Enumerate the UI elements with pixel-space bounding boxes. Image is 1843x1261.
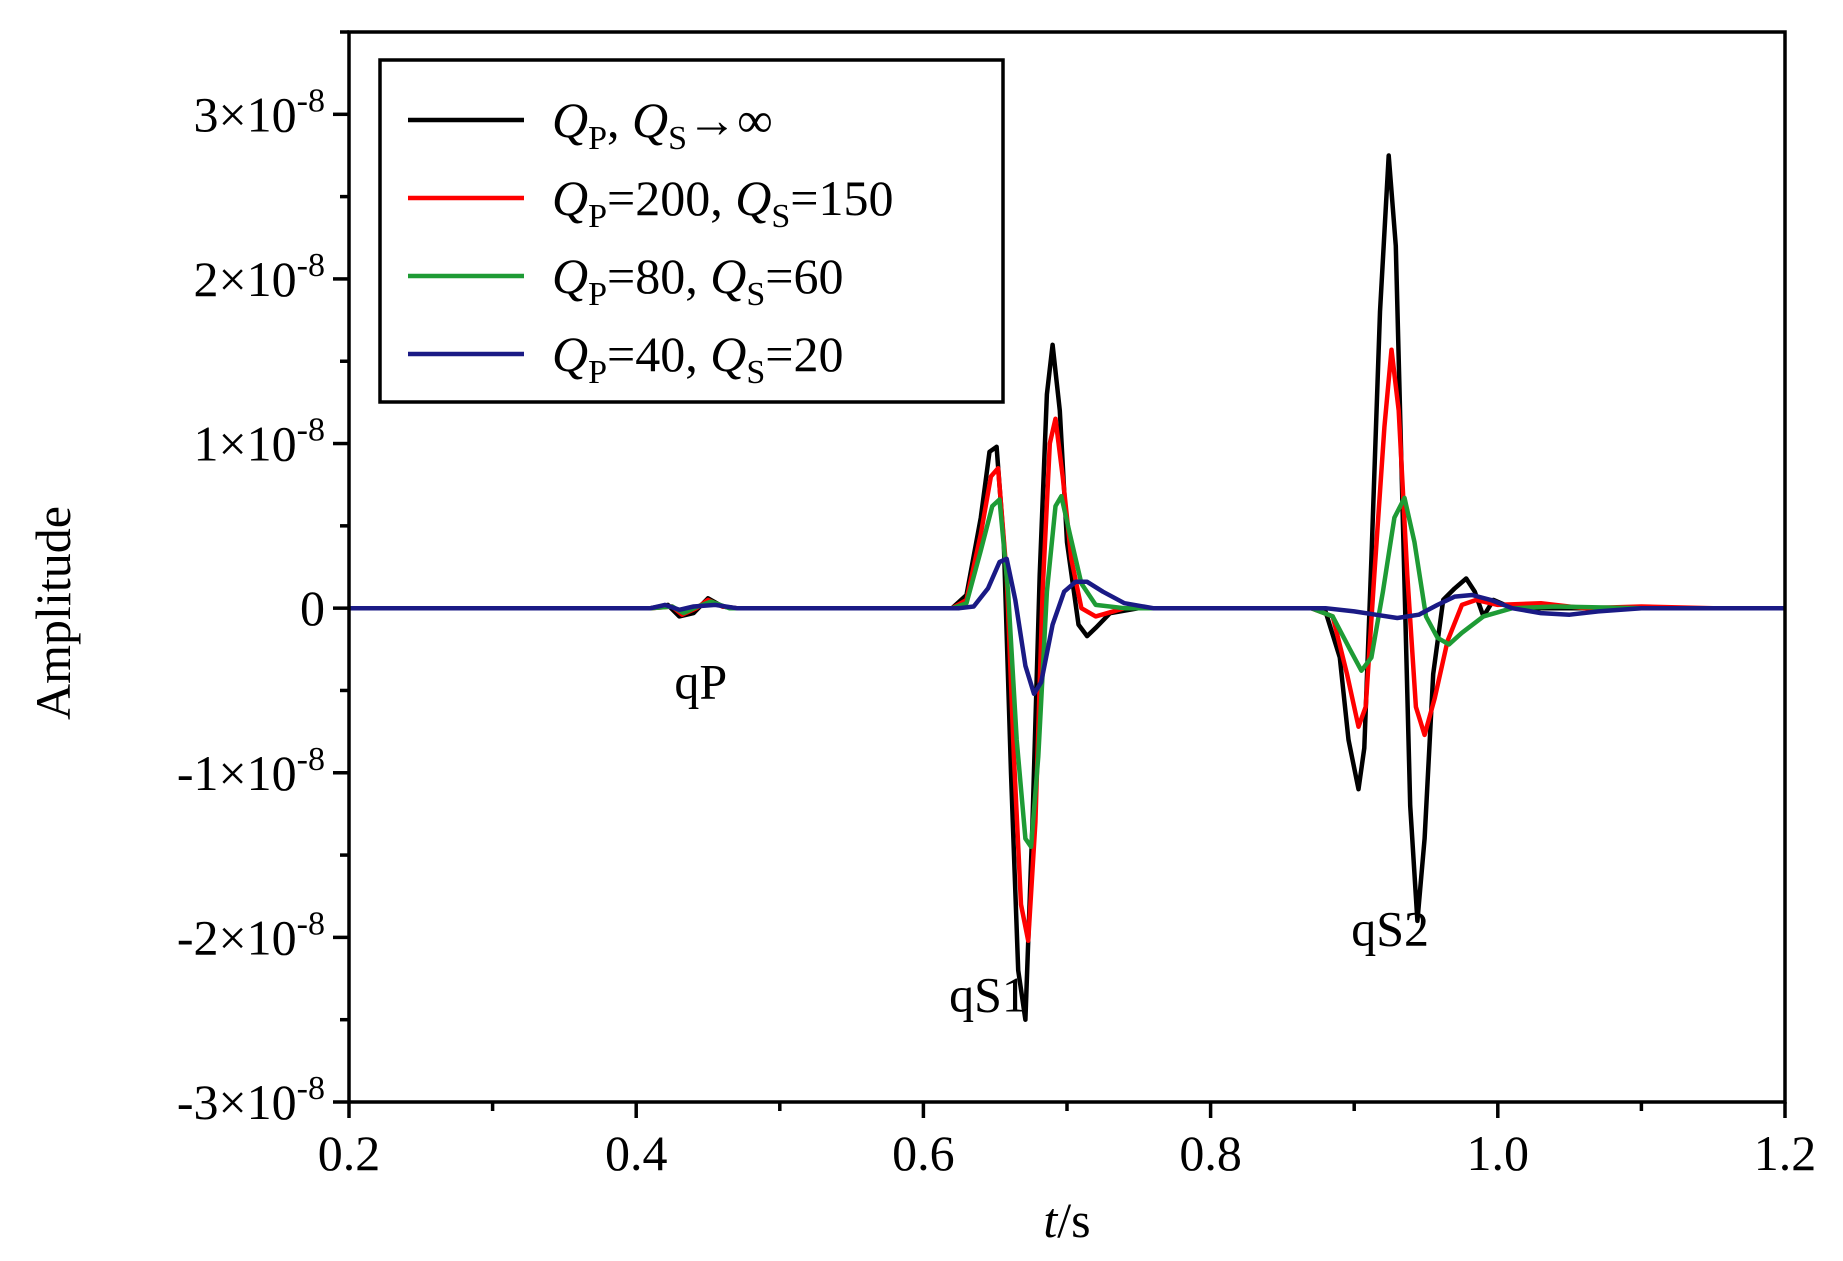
wave-label-qs2: qS2 bbox=[1351, 901, 1429, 957]
x-tick-labels: 0.2 0.4 0.6 0.8 1.0 1.2 bbox=[318, 1125, 1817, 1181]
y-tick-label: -2×10-8 bbox=[177, 905, 325, 965]
y-axis-label: Amplitude bbox=[25, 506, 81, 720]
tick-marks bbox=[333, 30, 1787, 1118]
y-tick-label: -1×10-8 bbox=[177, 741, 325, 801]
series-line-4 bbox=[349, 556, 1785, 697]
legend: QP, QS→∞ QP=200, QS=150 QP=80, QS=60 QP=40,… bbox=[378, 58, 1005, 404]
wave-label-qs1: qS1 bbox=[949, 966, 1027, 1022]
y-tick-label: -3×10-8 bbox=[177, 1070, 325, 1130]
x-tick-label: 0.4 bbox=[605, 1125, 668, 1181]
x-tick-label: 1.2 bbox=[1754, 1125, 1817, 1181]
y-tick-label: 1×10-8 bbox=[193, 412, 325, 472]
series-lines bbox=[349, 153, 1785, 1022]
y-tick-label: 3×10-8 bbox=[193, 82, 325, 142]
plot-frame bbox=[347, 30, 1787, 1104]
wave-label-qp: qP bbox=[674, 654, 727, 710]
x-tick-label: 0.6 bbox=[892, 1125, 955, 1181]
x-tick-label: 0.2 bbox=[318, 1125, 381, 1181]
x-axis-label: t/s bbox=[1043, 1192, 1090, 1248]
y-tick-label: 0 bbox=[300, 580, 325, 636]
legend-entry-label: QP=40, QS=20 bbox=[552, 326, 843, 391]
x-tick-label: 0.8 bbox=[1179, 1125, 1242, 1181]
y-tick-labels: 3×10-8 2×10-8 1×10-8 0 -1×10-8 -2×10-8 -3×10-8 bbox=[177, 82, 325, 1130]
legend-box bbox=[378, 58, 1005, 404]
legend-entry-label: QP=200, QS=150 bbox=[552, 170, 893, 235]
legend-entry-label: QP=80, QS=60 bbox=[552, 248, 843, 313]
x-tick-label: 1.0 bbox=[1467, 1125, 1530, 1181]
y-tick-label: 2×10-8 bbox=[193, 247, 325, 307]
legend-entry-label: QP, QS→∞ bbox=[552, 92, 773, 157]
wave-annotations: qP qS1 qS2 bbox=[674, 654, 1429, 1023]
